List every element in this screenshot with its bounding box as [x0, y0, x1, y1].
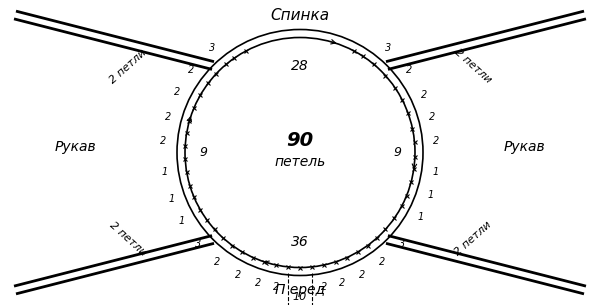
Text: 2: 2 [433, 135, 440, 145]
Text: 1: 1 [418, 212, 424, 222]
Text: 1: 1 [433, 167, 439, 177]
Text: 3: 3 [385, 43, 391, 52]
Text: 2: 2 [320, 282, 327, 292]
Text: 1: 1 [178, 216, 184, 226]
Text: петель: петель [274, 156, 326, 170]
Text: 2: 2 [187, 65, 194, 75]
Text: П еред: П еред [275, 283, 325, 297]
Text: 2 петли: 2 петли [452, 220, 493, 258]
Text: Спинка: Спинка [271, 8, 329, 23]
Text: 1: 1 [161, 167, 167, 177]
Text: 2: 2 [160, 135, 167, 145]
Text: 2: 2 [379, 257, 386, 267]
Text: Рукав: Рукав [503, 141, 545, 155]
Text: 1: 1 [168, 194, 175, 204]
Text: 2: 2 [421, 90, 427, 100]
Text: 36: 36 [291, 235, 309, 249]
Text: Рукав: Рукав [55, 141, 97, 155]
Text: 2: 2 [429, 112, 436, 122]
Text: 2: 2 [214, 257, 221, 267]
Text: 3: 3 [209, 43, 215, 52]
Text: 2: 2 [174, 88, 180, 97]
Text: 9: 9 [393, 146, 401, 159]
Text: 2: 2 [359, 270, 365, 280]
Text: 3: 3 [398, 239, 405, 249]
Text: 2: 2 [273, 282, 280, 292]
Text: 2: 2 [164, 112, 171, 122]
Text: 28: 28 [291, 59, 309, 73]
Text: 10: 10 [293, 292, 307, 303]
Text: 3: 3 [195, 239, 202, 249]
Text: 2: 2 [406, 65, 413, 75]
Text: 90: 90 [286, 131, 314, 150]
Text: 2 петли: 2 петли [452, 47, 493, 85]
Text: 2: 2 [339, 278, 346, 288]
Text: 2: 2 [235, 270, 241, 280]
Text: 2 петли: 2 петли [107, 47, 148, 85]
Text: 2: 2 [254, 278, 261, 288]
Text: 9: 9 [199, 146, 207, 159]
Text: 2 петли: 2 петли [107, 220, 148, 258]
Text: 1: 1 [427, 190, 433, 200]
